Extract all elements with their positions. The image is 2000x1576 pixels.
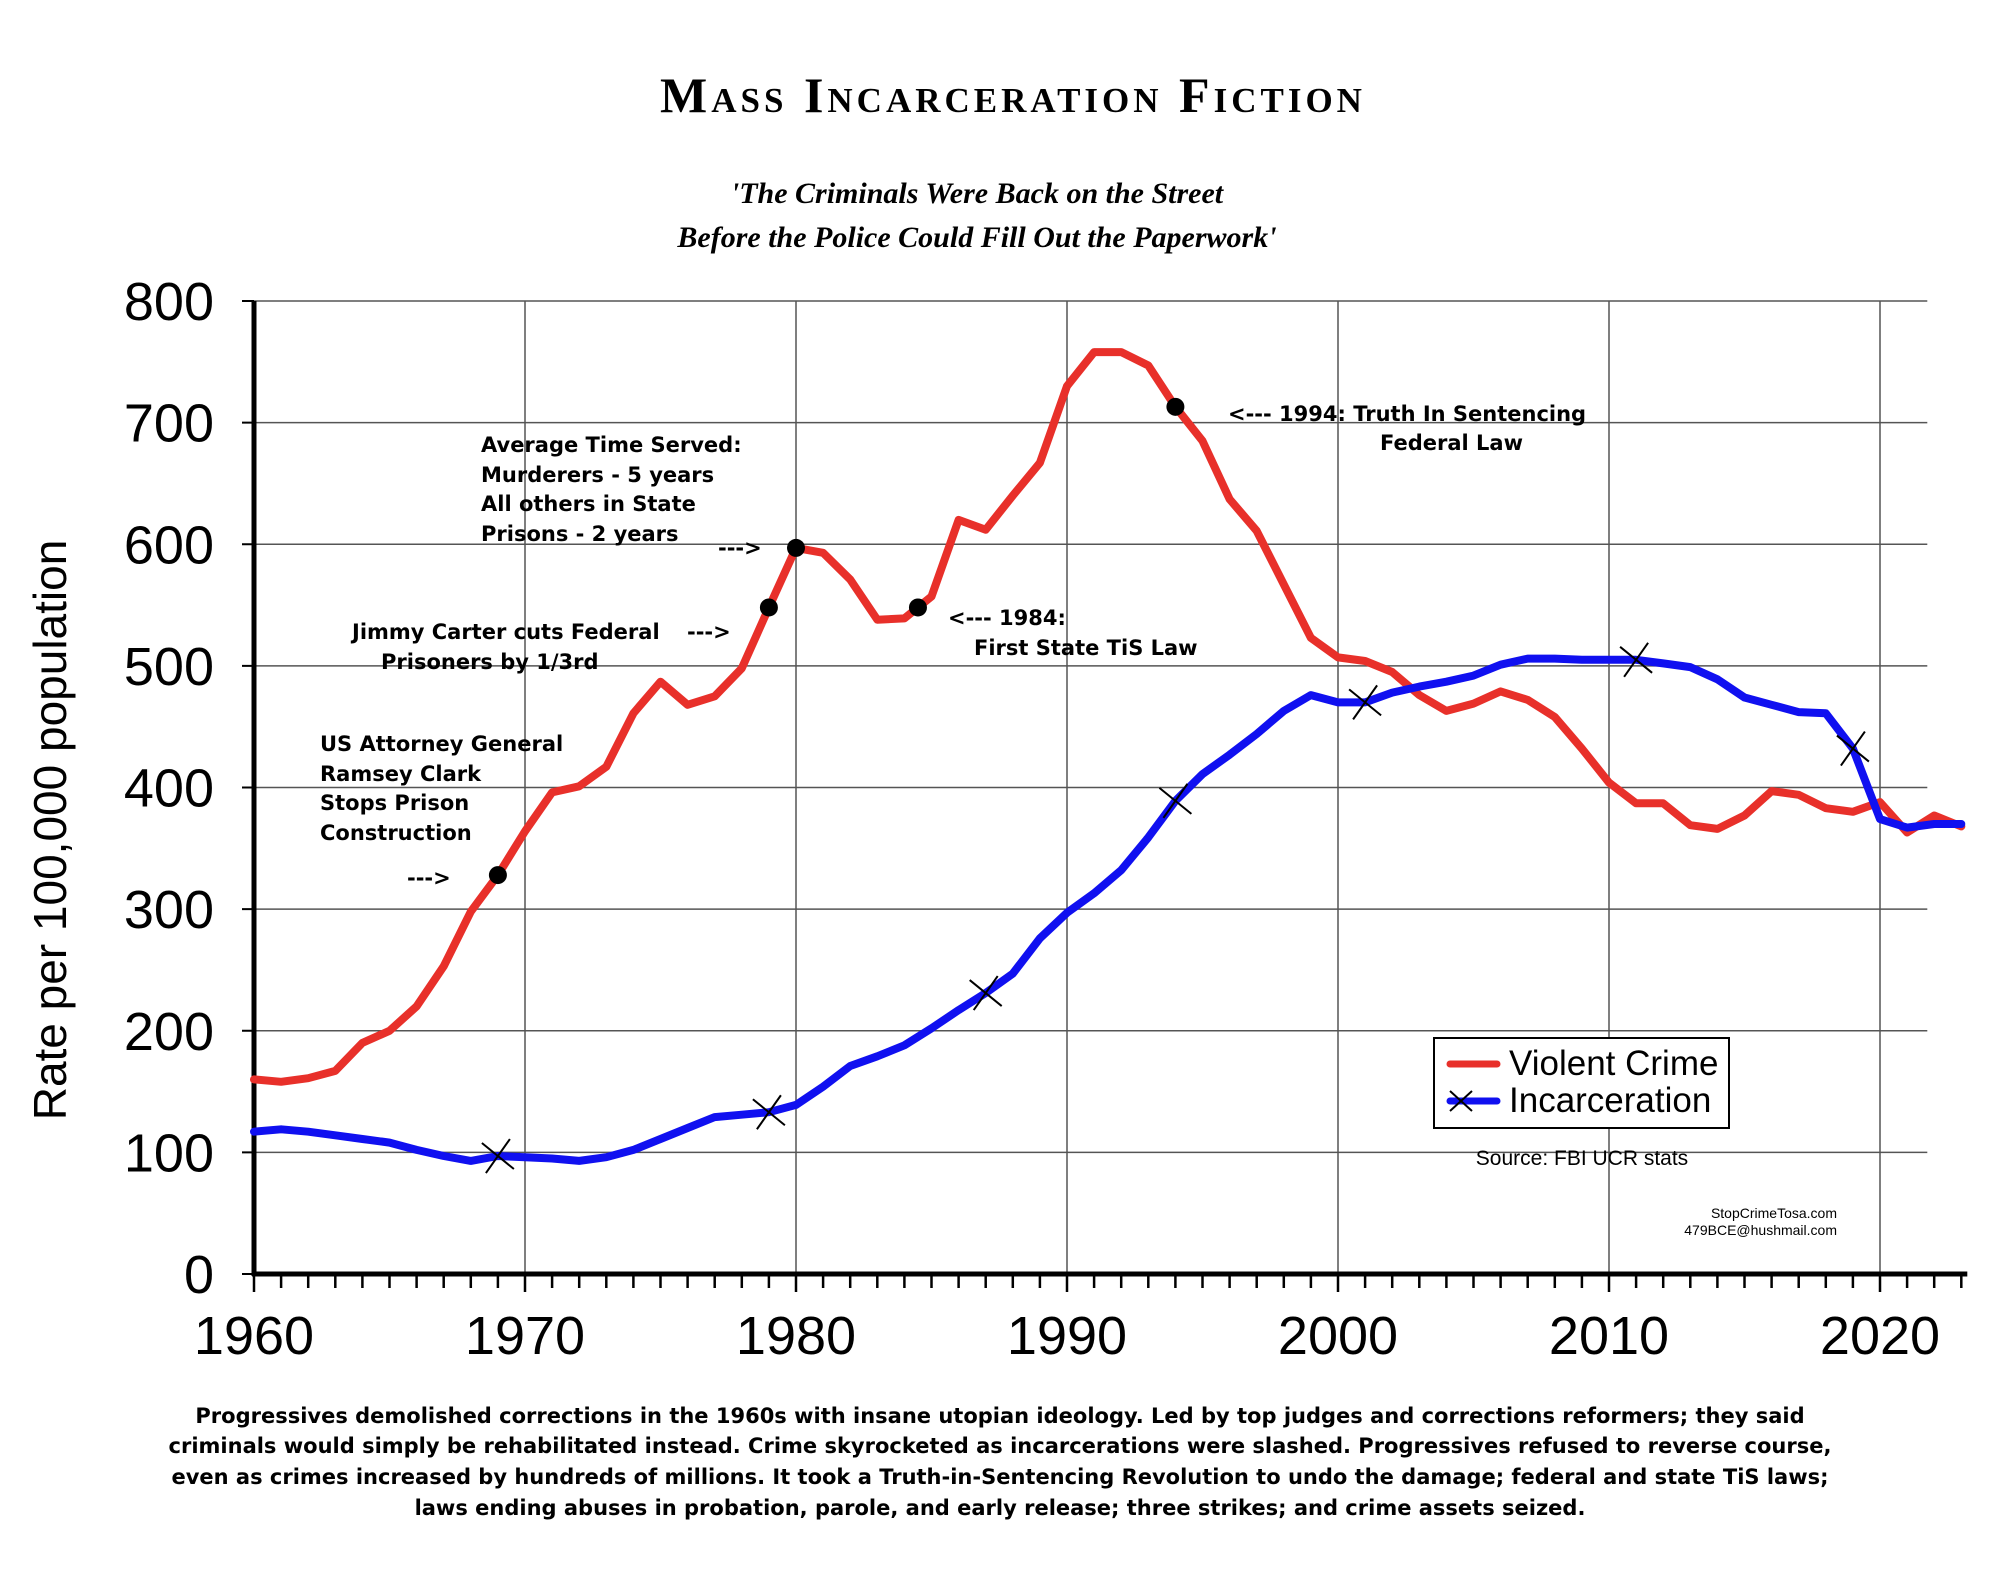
credit-email: 479BCE@hushmail.com — [1684, 1222, 1837, 1238]
incarceration-x-marker — [969, 975, 1003, 1011]
violent-crime-dot-marker — [908, 598, 927, 617]
x-tick-label: 1980 — [736, 1306, 856, 1366]
annotation-line: Construction — [320, 821, 472, 845]
y-tick-label: 400 — [124, 759, 214, 819]
y-tick-label: 100 — [124, 1123, 214, 1183]
chart-subtitle-line-2: Before the Police Could Fill Out the Pap… — [676, 221, 1276, 254]
legend-label-incarceration: Incarceration — [1509, 1081, 1711, 1120]
legend-box — [1433, 1037, 1730, 1129]
violent-crime-dot-marker — [1166, 397, 1185, 416]
x-tick-label: 1990 — [1007, 1306, 1127, 1366]
violent-crime-dot-marker — [759, 598, 778, 617]
y-tick-label: 0 — [184, 1245, 214, 1305]
y-axis-label: Rate per 100,000 population — [24, 540, 76, 1121]
y-tick-label: 800 — [124, 272, 214, 332]
x-tick-label: 1970 — [465, 1306, 585, 1366]
incarceration-x-marker — [752, 1094, 786, 1130]
annotation-line: <--- 1994: Truth In Sentencing — [1228, 402, 1586, 426]
annotation-line: Ramsey Clark — [320, 762, 482, 786]
footer-line-1: Progressives demolished corrections in t… — [195, 1404, 1804, 1428]
annotation-line: Prisons - 2 years — [481, 522, 679, 546]
violent-crime-dot-marker — [787, 538, 805, 557]
y-tick-label: 500 — [124, 637, 214, 697]
y-tick-label: 700 — [124, 394, 214, 454]
annotation-line: <--- 1984: — [948, 606, 1066, 630]
annotation-line: Federal Law — [1380, 431, 1523, 455]
annotation-avg-time: Average Time Served: Murderers - 5 years… — [481, 433, 762, 560]
annotation-line: First State TiS Law — [974, 636, 1198, 660]
axes: 0 100 200 300 400 500 600 700 800 1960 1970 1980 199… — [124, 272, 1968, 1366]
violent-crime-line — [250, 348, 1966, 1086]
chart-subtitle-line-1: 'The Criminals Were Back on the Street — [731, 177, 1225, 210]
legend: Violent Crime Incarceration — [1433, 1037, 1730, 1129]
x-tick-label: 2000 — [1278, 1306, 1398, 1366]
incarceration-x-marker — [481, 1138, 515, 1174]
footer-line-3: even as crimes increased by hundreds of … — [172, 1465, 1829, 1489]
incarceration-line — [250, 654, 1966, 1165]
credit-website: StopCrimeTosa.com — [1711, 1205, 1837, 1221]
incarceration-x-marker — [1158, 783, 1193, 819]
incarceration-x-marker — [1619, 642, 1653, 678]
annotation-line: All others in State — [481, 492, 696, 516]
annotation-arrow: ---> — [407, 866, 451, 890]
legend-label-violent-crime: Violent Crime — [1509, 1044, 1718, 1083]
annotation-tis-1984: <--- 1984: First State TiS Law — [948, 606, 1198, 660]
incarceration-x-marker — [1348, 684, 1382, 720]
annotation-line: Murderers - 5 years — [481, 463, 714, 487]
x-tick-label: 2020 — [1820, 1306, 1940, 1366]
violent-crime-dot-marker — [488, 866, 507, 885]
x-tick-label: 1960 — [194, 1306, 314, 1366]
annotation-line: Average Time Served: — [481, 433, 742, 457]
source-note: Source: FBI UCR stats — [1476, 1147, 1688, 1170]
series-lines — [250, 348, 1966, 1174]
footer-line-4: laws ending abuses in probation, parole,… — [415, 1496, 1586, 1520]
legend-x-marker-icon — [1449, 1090, 1473, 1112]
annotation-carter: Jimmy Carter cuts Federal Prisoners by 1… — [350, 620, 731, 674]
annotation-line: Stops Prison — [320, 791, 469, 815]
annotation-arrow: ---> — [687, 620, 731, 644]
y-tick-label: 200 — [124, 1002, 214, 1062]
y-tick-label: 600 — [124, 515, 214, 575]
chart-title: Mass Incarceration Fiction — [660, 67, 1366, 123]
x-tick-label: 2010 — [1549, 1306, 1669, 1366]
annotation-line: US Attorney General — [320, 732, 563, 756]
incarceration-x-marker — [1836, 731, 1870, 767]
footer-line-2: criminals would simply be rehabilitated … — [169, 1434, 1832, 1458]
annotation-arrow: ---> — [718, 536, 762, 560]
annotation-line: Prisoners by 1/3rd — [381, 650, 599, 674]
annotation-line: Jimmy Carter cuts Federal — [350, 620, 660, 644]
y-tick-label: 300 — [124, 880, 214, 940]
annotation-tis-1994: <--- 1994: Truth In Sentencing Federal L… — [1228, 402, 1586, 455]
annotation-clark: US Attorney General Ramsey Clark Stops P… — [320, 732, 563, 890]
